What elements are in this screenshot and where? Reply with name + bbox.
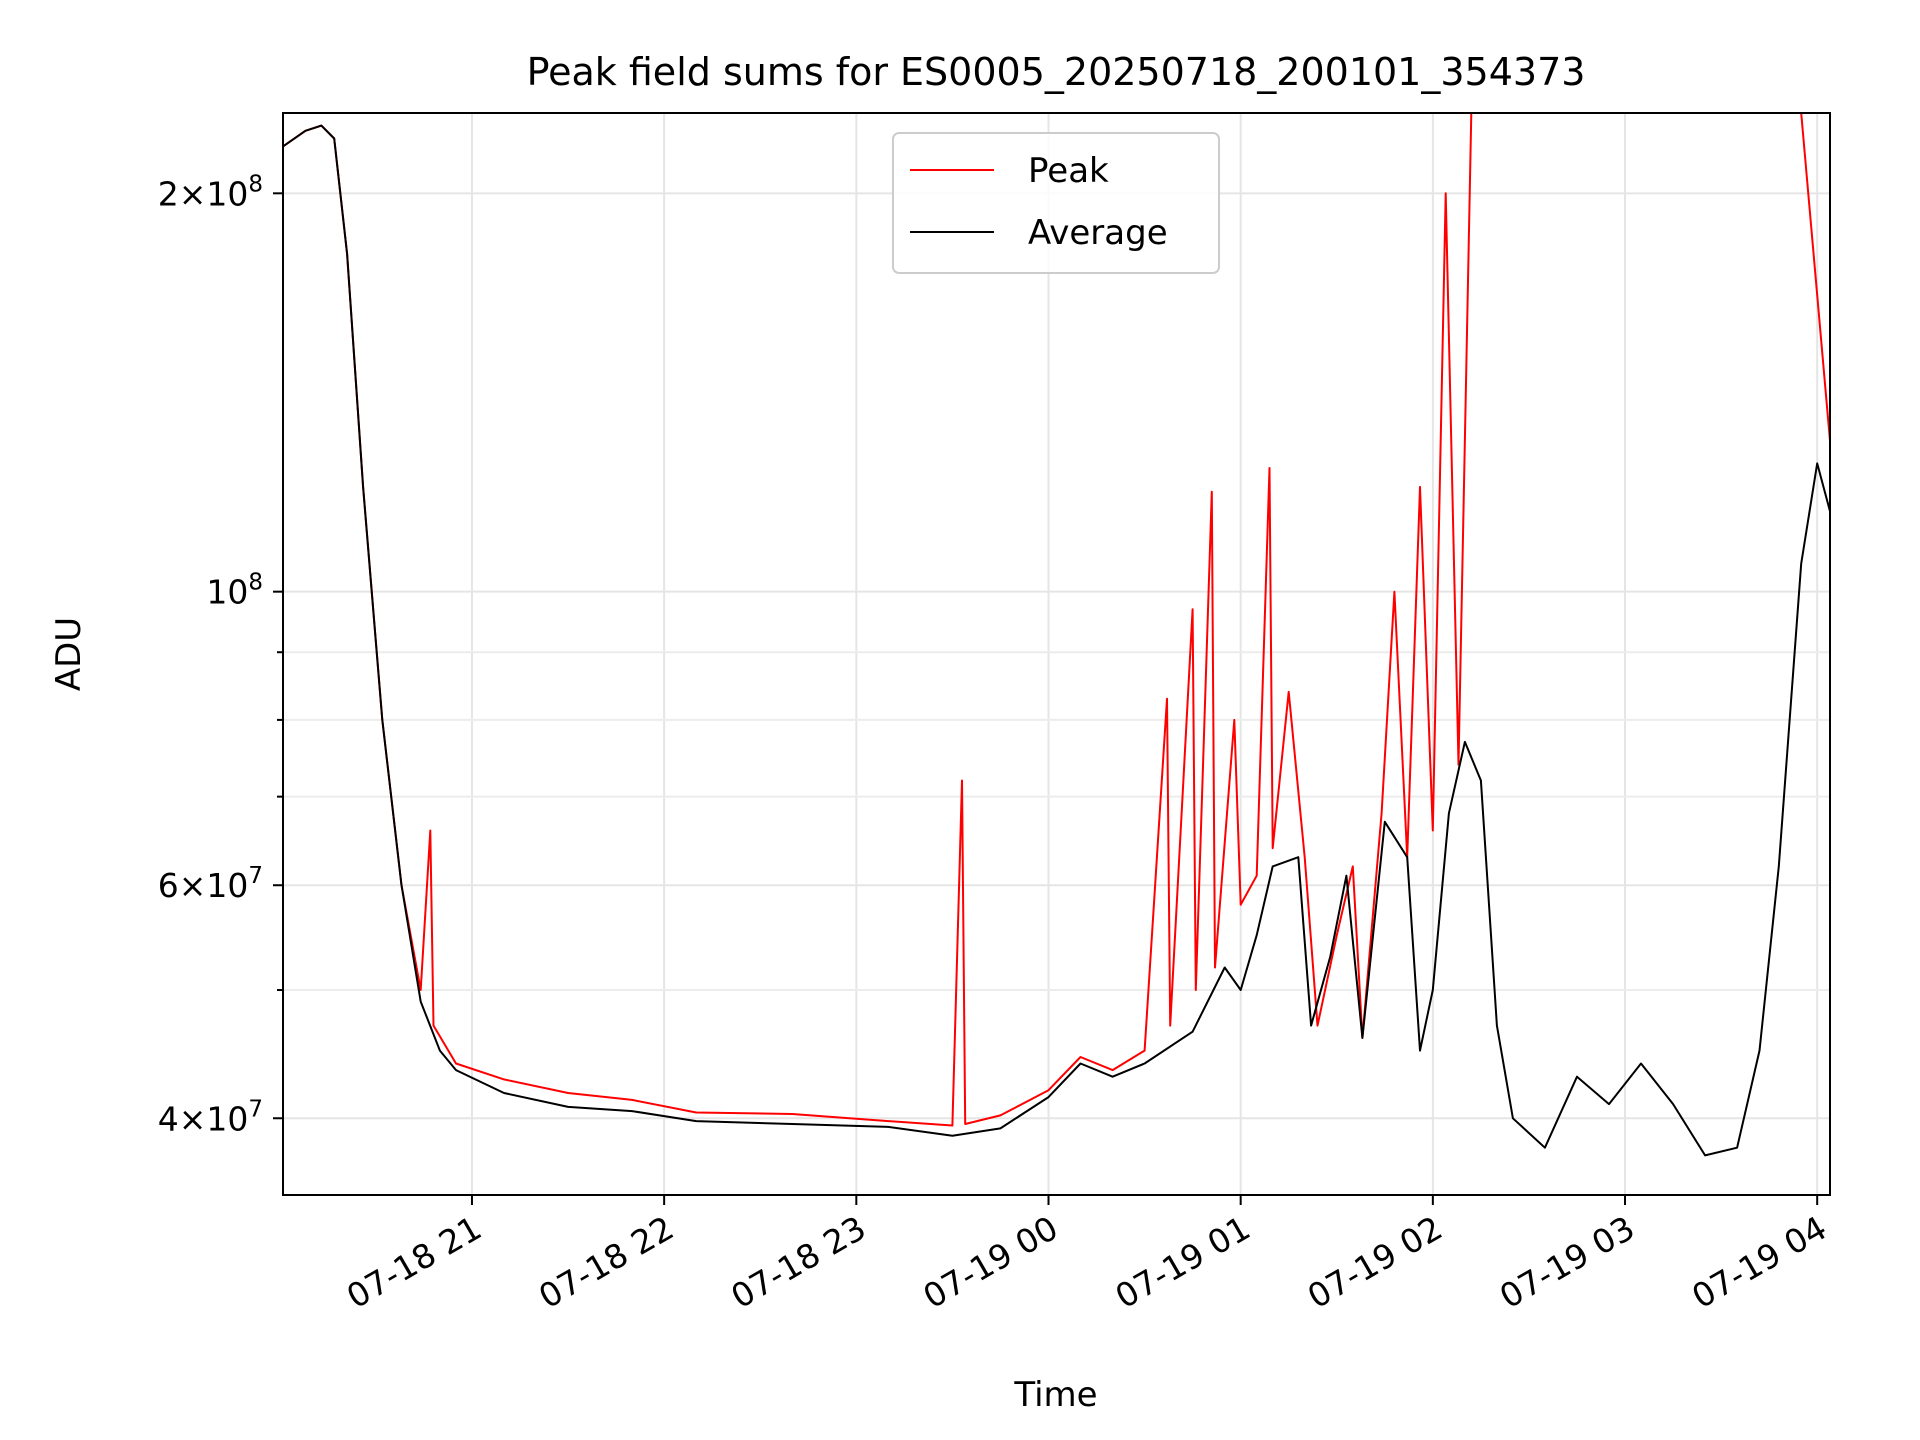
x-axis-label: Time (1013, 1375, 1097, 1415)
chart-title: Peak field sums for ES0005_20250718_2001… (527, 50, 1586, 94)
legend-label-peak: Peak (1028, 151, 1109, 191)
y-axis: 4×107 6×107 108 2×108 (158, 171, 283, 1138)
y-tick-exponent: 7 (248, 1096, 263, 1122)
series-line-average (282, 124, 1831, 1157)
plot-frame (282, 112, 1831, 1196)
y-tick-label: 2×108 (158, 171, 263, 213)
y-tick-label: 6×107 (158, 863, 263, 905)
plot-lines (282, 112, 1831, 1157)
legend-label-average: Average (1028, 213, 1168, 253)
legend-box (892, 132, 1220, 274)
y-axis-label: ADU (49, 617, 89, 691)
legend: Peak Average (892, 132, 1220, 274)
y-tick-exponent: 7 (248, 863, 263, 889)
series-line-peak (282, 112, 1831, 1127)
y-tick-exponent: 8 (248, 171, 263, 197)
y-tick-label: 108 (206, 570, 263, 612)
y-tick-label: 4×107 (158, 1096, 263, 1138)
y-tick-exponent: 8 (248, 570, 263, 596)
